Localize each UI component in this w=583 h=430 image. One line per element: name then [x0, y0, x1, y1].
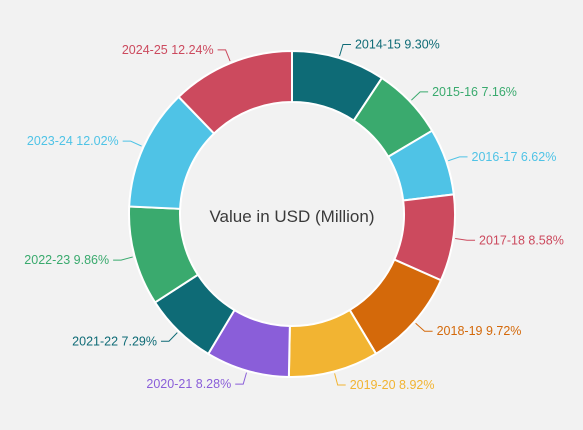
leader-line-2015-16 — [411, 91, 429, 101]
slice-label-2018-19: 2018-19 9.72% — [437, 324, 522, 338]
slice-label-2016-17: 2016-17 6.62% — [472, 150, 557, 164]
leader-line-2018-19 — [415, 322, 433, 332]
leader-line-2023-24 — [122, 140, 142, 147]
leader-line-2019-20 — [334, 373, 346, 386]
leader-lines-layer — [113, 44, 476, 386]
leader-line-2022-23 — [113, 256, 133, 261]
leader-line-2021-22 — [160, 332, 178, 342]
slice-label-2023-24: 2023-24 12.02% — [27, 134, 119, 148]
slice-label-2017-18: 2017-18 8.58% — [479, 233, 564, 247]
slice-label-2024-25: 2024-25 12.24% — [122, 43, 214, 57]
slice-2024-25[interactable] — [177, 49, 293, 135]
slice-label-2019-20: 2019-20 8.92% — [350, 378, 435, 392]
slice-label-2014-15: 2014-15 9.30% — [355, 38, 440, 52]
slices-layer — [128, 49, 456, 378]
slice-label-2021-22: 2021-22 7.29% — [72, 334, 157, 348]
leader-line-2024-25 — [217, 49, 231, 62]
leader-line-2014-15 — [339, 44, 351, 57]
slice-label-2015-16: 2015-16 7.16% — [432, 85, 517, 99]
leader-line-2020-21 — [235, 372, 247, 385]
center-label: Value in USD (Million) — [209, 207, 374, 226]
leader-line-2017-18 — [455, 238, 476, 241]
leader-line-2016-17 — [448, 156, 468, 162]
slice-label-2020-21: 2020-21 8.28% — [146, 377, 231, 391]
slice-labels-layer: 2014-15 9.30% 2015-16 7.16% 2016-17 6.62% 2… — [24, 38, 564, 392]
slice-label-2022-23: 2022-23 9.86% — [24, 253, 109, 267]
